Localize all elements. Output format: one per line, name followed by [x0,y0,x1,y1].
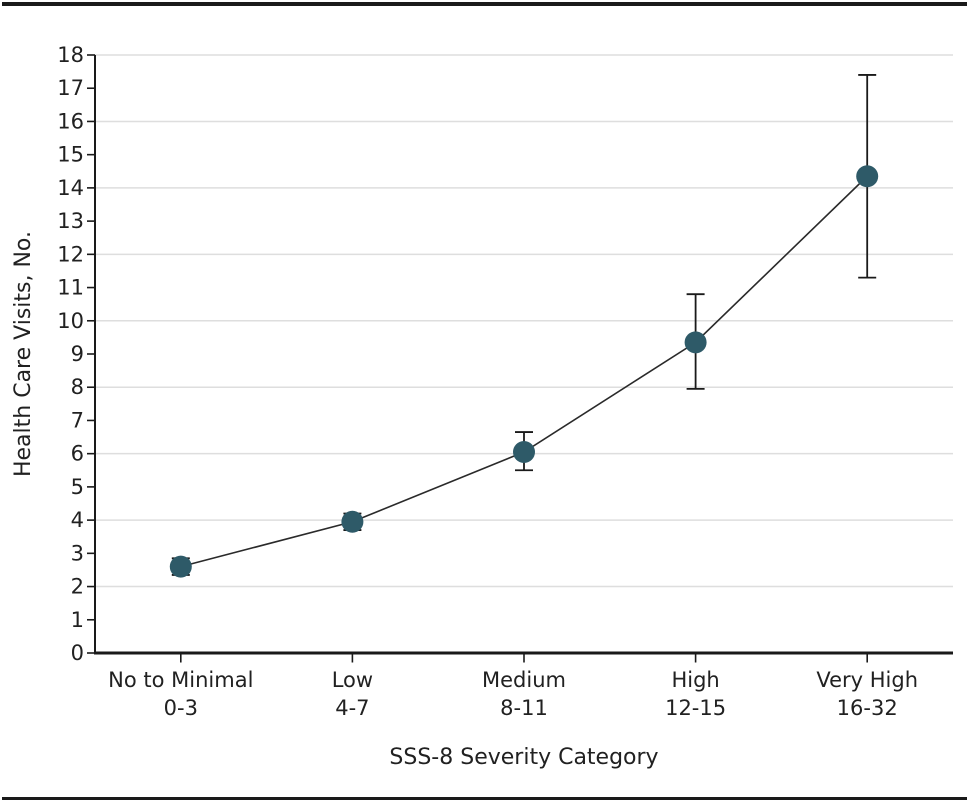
x-category-label: High [671,668,719,692]
series-mean-health-care-visits [169,74,879,578]
x-category-label: No to Minimal [108,668,253,692]
y-tick-label: 1 [71,608,84,632]
x-category-label: Medium [482,668,566,692]
y-axis-title: Health Care Visits, No. [11,231,36,477]
y-tick-label: 15 [57,143,84,167]
y-tick-label: 9 [71,342,84,366]
y-tick-label: 13 [57,209,84,233]
y-tick-label: 12 [57,242,84,266]
x-axis-title: SSS-8 Severity Category [389,745,658,770]
data-point [169,555,192,578]
data-point [856,165,879,188]
y-tick-label: 17 [57,76,84,100]
x-category-label: Very High [816,668,918,692]
x-category-range-label: 16-32 [837,696,898,720]
series-line [180,175,868,568]
x-category-range-label: 8-11 [500,696,548,720]
y-tick-label: 11 [57,276,84,300]
y-tick-label: 6 [71,442,84,466]
y-tick-label: 10 [57,309,84,333]
x-category-label: Low [332,668,373,692]
bottom-rule [2,797,967,800]
y-tick-label: 8 [71,375,84,399]
y-tick-label: 16 [57,109,84,133]
y-tick-label: 5 [71,475,84,499]
y-tick-label: 0 [71,641,84,665]
x-category-range-label: 4-7 [335,696,369,720]
x-category-range-label: 12-15 [665,696,726,720]
data-point [513,441,535,464]
x-category-range-label: 0-3 [164,696,198,720]
data-point [341,510,364,533]
y-tick-label: 4 [71,508,84,532]
top-rule [2,2,967,6]
y-tick-label: 2 [71,575,84,599]
y-tick-label: 14 [57,176,84,200]
data-point [684,331,707,354]
y-tick-label: 18 [57,43,84,67]
y-tick-label: 3 [71,541,84,565]
y-tick-label: 7 [71,408,84,432]
